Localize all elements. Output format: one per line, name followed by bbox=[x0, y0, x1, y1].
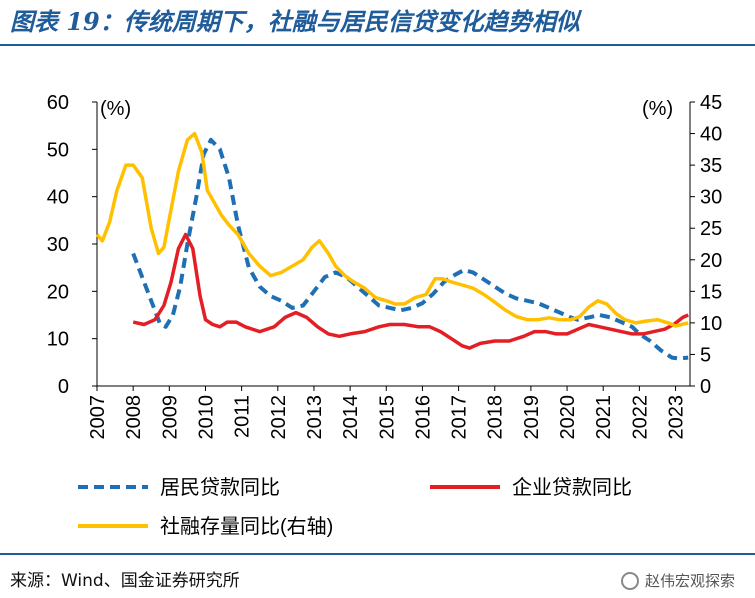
left-tick-label: 20 bbox=[47, 281, 69, 303]
left-tick-label: 50 bbox=[47, 139, 69, 161]
legend-label-2: 企业贷款同比 bbox=[512, 476, 632, 499]
chart-svg: 0 10 20 30 40 50 60 (%) 0 5 10 15 20 25 30 35 40 45 (%) 200… bbox=[47, 92, 723, 538]
right-tick-label: 40 bbox=[700, 124, 722, 146]
title-rule bbox=[0, 44, 755, 46]
x-tick-label: 2010 bbox=[195, 395, 217, 440]
right-tick-label: 20 bbox=[700, 250, 722, 272]
right-tick-label: 5 bbox=[700, 344, 711, 366]
series-line-1 bbox=[131, 137, 689, 361]
right-tick-label: 30 bbox=[700, 187, 722, 209]
x-tick-label: 2017 bbox=[449, 395, 471, 440]
chart-title: 图表 19：传统周期下，社融与居民信贷变化趋势相似 bbox=[10, 7, 580, 36]
x-tick-label: 2011 bbox=[232, 395, 254, 438]
left-tick-label: 40 bbox=[47, 187, 69, 209]
left-tick-label: 30 bbox=[47, 234, 69, 256]
x-tick-label: 2009 bbox=[159, 395, 181, 440]
x-tick-label: 2020 bbox=[557, 395, 579, 440]
x-tick-label: 2016 bbox=[412, 395, 434, 440]
x-tick-label: 2008 bbox=[123, 395, 145, 440]
right-tick-label: 35 bbox=[700, 155, 722, 177]
source-note: 来源：Wind、国金证券研究所 bbox=[10, 571, 240, 591]
left-unit-label: (%) bbox=[100, 98, 131, 120]
legend-label-3: 社融存量同比(右轴) bbox=[160, 515, 333, 538]
right-tick-label: 15 bbox=[700, 281, 722, 303]
watermark: 赵伟宏观探索 bbox=[620, 570, 735, 591]
left-tick-label: 0 bbox=[58, 376, 69, 398]
x-tick-label: 2019 bbox=[521, 395, 543, 440]
x-tick-label: 2014 bbox=[340, 395, 362, 440]
x-tick-label: 2012 bbox=[268, 395, 290, 440]
footer-rule bbox=[0, 553, 755, 555]
right-tick-label: 45 bbox=[700, 92, 722, 114]
legend-label-1: 居民贷款同比 bbox=[160, 476, 280, 499]
x-tick-label: 2021 bbox=[593, 395, 615, 440]
x-tick-label: 2023 bbox=[666, 395, 688, 440]
x-tick-label: 2015 bbox=[376, 395, 398, 440]
wechat-icon bbox=[620, 571, 639, 590]
right-tick-label: 0 bbox=[700, 376, 711, 398]
series-line-3 bbox=[95, 131, 689, 328]
right-tick-label: 25 bbox=[700, 218, 722, 240]
x-tick-label: 2022 bbox=[629, 395, 651, 440]
left-tick-label: 60 bbox=[47, 92, 69, 114]
left-tick-label: 10 bbox=[47, 329, 69, 351]
x-tick-label: 2007 bbox=[87, 395, 109, 440]
series-line-2 bbox=[132, 232, 689, 350]
x-tick-label: 2013 bbox=[304, 395, 326, 440]
watermark-text: 赵伟宏观探索 bbox=[644, 572, 735, 590]
right-tick-label: 10 bbox=[700, 313, 722, 335]
right-unit-label: (%) bbox=[642, 98, 673, 120]
x-tick-label: 2018 bbox=[485, 395, 507, 440]
